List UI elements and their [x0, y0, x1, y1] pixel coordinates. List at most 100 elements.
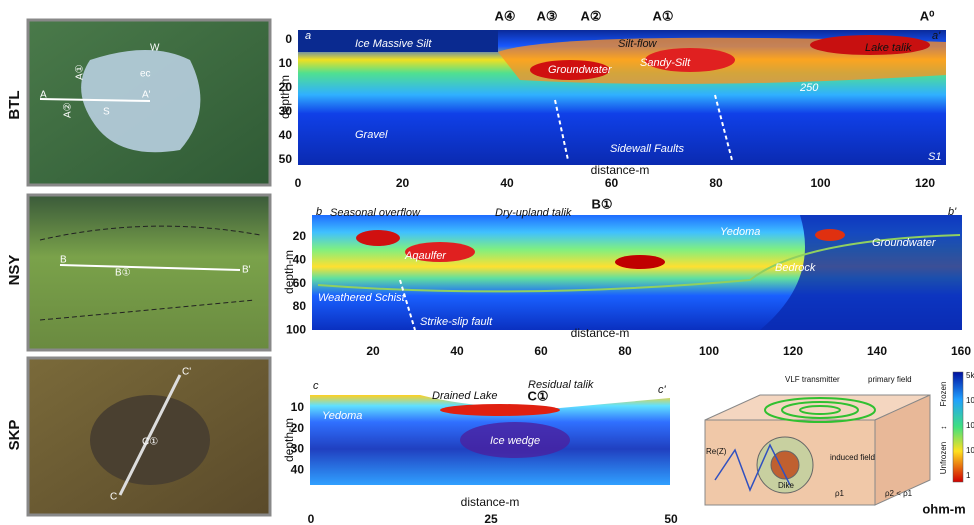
- annotation: Sidewall Faults: [610, 143, 684, 155]
- annotation: 250: [799, 82, 819, 94]
- photo-label: B: [60, 255, 67, 266]
- annotation: Strike-slip fault: [420, 316, 493, 328]
- panel-id: c: [313, 380, 319, 392]
- y-tick-label: 40: [293, 252, 307, 266]
- vlf-diagram: VLF transmitter primary field induced fi…: [705, 375, 930, 505]
- y-tick-label: 20: [279, 80, 293, 94]
- photo-label: A': [142, 90, 151, 101]
- photo-label: W: [150, 43, 160, 54]
- diagram-label: ρ2 < ρ1: [885, 489, 913, 498]
- diagram-label: Re(Z): [706, 447, 727, 456]
- photo: W ec S A A' A① A②: [28, 20, 270, 185]
- x-tick-label: 80: [709, 176, 723, 190]
- y-tick-label: 40: [291, 462, 305, 476]
- annotation: Silt-flow: [618, 38, 658, 50]
- photo: B B① B': [28, 195, 270, 350]
- x-tick-label: 0: [295, 176, 302, 190]
- y-tick-label: 40: [279, 128, 293, 142]
- panel-id: a: [305, 30, 311, 42]
- section-c: c c' Drained Lake Residual talik Yedoma …: [282, 379, 670, 509]
- marker: A④: [494, 8, 515, 23]
- annotation: Ice Massive Silt: [355, 38, 432, 50]
- photo-label: C': [182, 367, 191, 378]
- y-tick-label: 20: [293, 229, 307, 243]
- annotation: Seasonal overflow: [330, 207, 421, 219]
- photo-label: S: [103, 107, 110, 118]
- x-tick-label: 100: [810, 176, 830, 190]
- marker: C①: [527, 388, 548, 403]
- annotation: Groundwater: [548, 64, 613, 76]
- y-tick-label: 10: [279, 56, 293, 70]
- annotation: Yedoma: [720, 226, 760, 238]
- annotation: Lake talik: [865, 42, 912, 54]
- annotation: Ice wedge: [490, 435, 540, 447]
- colorbar-tick: 5k: [966, 371, 974, 380]
- colorbar-label: Frozen: [939, 382, 948, 407]
- x-tick-label: 140: [867, 344, 887, 358]
- row-label: BTL: [6, 90, 23, 119]
- x-tick-label: 20: [396, 176, 410, 190]
- x-tick-label: 60: [534, 344, 548, 358]
- x-tick-label: 50: [664, 512, 678, 525]
- photo-label: ec: [140, 69, 151, 80]
- photo-label: A: [40, 90, 47, 101]
- x-tick-label: 60: [605, 176, 619, 190]
- y-tick-label: 50: [279, 152, 293, 166]
- y-tick-label: 20: [291, 421, 305, 435]
- marker: A⁰: [920, 8, 935, 23]
- x-tick-label: 40: [500, 176, 514, 190]
- photo: C' C① C: [28, 358, 270, 515]
- x-tick-label: 160: [951, 344, 971, 358]
- x-label: distance-m: [571, 326, 630, 340]
- x-tick-label: 0: [308, 512, 315, 525]
- annotation: Yedoma: [322, 410, 362, 422]
- annotation: Groundwater: [872, 237, 937, 249]
- row-label: NSY: [6, 255, 23, 286]
- colorbar-tick: 100: [966, 421, 974, 430]
- annotation: Aqaulfer: [404, 250, 447, 262]
- colorbar-unit: ohm-m: [922, 501, 965, 516]
- marker: A②: [580, 8, 601, 23]
- y-tick-label: 0: [285, 32, 292, 46]
- x-tick-label: 20: [366, 344, 380, 358]
- y-tick-label: 30: [291, 442, 305, 456]
- colorbar-label: Unfrozen: [939, 442, 948, 474]
- marker: B①: [591, 196, 612, 211]
- diagram-label: primary field: [868, 375, 912, 384]
- photo-label: B①: [115, 268, 131, 279]
- photo-label: C①: [142, 437, 158, 448]
- panel-id: c': [658, 384, 667, 396]
- marker: A③: [536, 8, 557, 23]
- y-tick-label: 80: [293, 299, 307, 313]
- annotation: S1: [928, 151, 941, 163]
- y-tick-label: 60: [293, 276, 307, 290]
- diagram-label: VLF transmitter: [785, 375, 840, 384]
- colorbar-label: ↔: [940, 422, 948, 431]
- panel-id: b': [948, 206, 957, 218]
- marker: A①: [652, 8, 673, 23]
- section-a: a a' Ice Massive Silt Silt-flow Lake tal…: [278, 8, 946, 177]
- colorbar-tick: 1: [966, 471, 971, 480]
- x-tick-label: 40: [450, 344, 464, 358]
- x-label: distance-m: [461, 495, 520, 509]
- x-tick-label: 25: [484, 512, 498, 525]
- diagram-label: ρ1: [835, 489, 845, 498]
- x-label: distance-m: [591, 163, 650, 177]
- annotation: Weathered Schist: [318, 292, 406, 304]
- photo-label: A①: [75, 64, 86, 80]
- diagram-label: Dike: [778, 481, 795, 490]
- figure: BTL NSY SKP W ec S A A' A① A② B B① B' C'…: [0, 0, 974, 525]
- annotation: Gravel: [355, 129, 388, 141]
- panel-id: a': [932, 30, 941, 42]
- y-tick-label: 10: [291, 400, 305, 414]
- y-tick-label: 100: [286, 322, 306, 336]
- x-tick-label: 100: [699, 344, 719, 358]
- section-b: b b' Seasonal overflow Dry-upland talik …: [282, 196, 962, 340]
- x-tick-label: 120: [915, 176, 935, 190]
- annotation: Sandy-Silt: [640, 57, 691, 69]
- colorbar-tick: 10: [966, 446, 974, 455]
- annotation: Bedrock: [775, 262, 816, 274]
- annotation: Drained Lake: [432, 390, 497, 402]
- annotation: Dry-upland talik: [495, 207, 572, 219]
